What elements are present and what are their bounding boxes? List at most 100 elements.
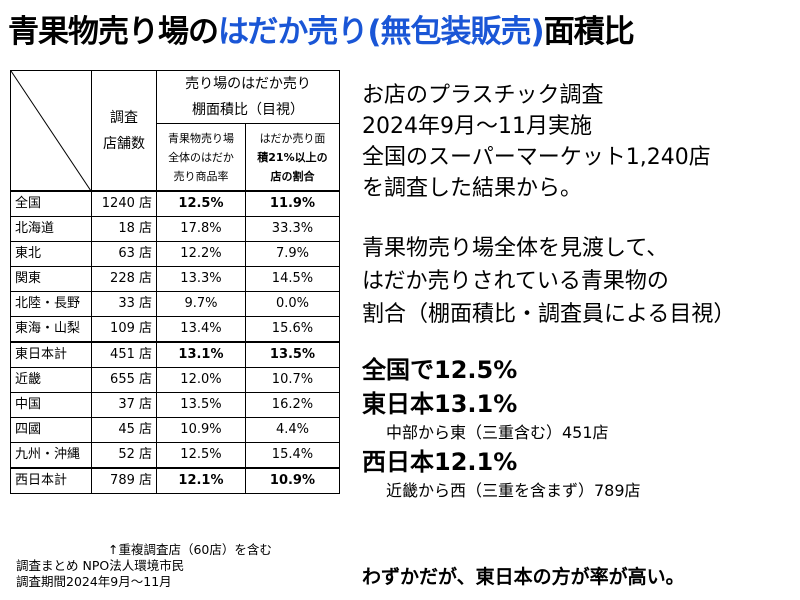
rate-cell: 12.5% bbox=[156, 190, 246, 217]
table-row: 東北 63 店 12.2% 7.9% bbox=[10, 241, 341, 267]
rate-cell: 9.7% bbox=[156, 291, 246, 317]
desc-line-3: 割合（棚面積比・調査員による目視） bbox=[362, 302, 736, 327]
table-subheader-row: 青果物売り場 全体のはだか 売り商品率 はだか売り面 積21%以上の 店の割合 bbox=[11, 123, 341, 192]
store-count-cell: 789 店 bbox=[91, 467, 157, 494]
west-japan-note: 近畿から西（三重を含まず）789店 bbox=[386, 481, 641, 500]
region-cell: 東海・山梨 bbox=[10, 316, 92, 343]
table-row: 東日本計 451 店 13.1% 13.5% bbox=[10, 341, 341, 368]
region-cell: 北陸・長野 bbox=[10, 291, 92, 317]
store-count-cell: 52 店 bbox=[91, 442, 157, 469]
table-row: 近畿 655 店 12.0% 10.7% bbox=[10, 367, 341, 393]
store-count-header: 調査 店舗数 bbox=[91, 70, 157, 192]
intro-line-4: を調査した結果から。 bbox=[362, 176, 583, 201]
rate-cell: 10.9% bbox=[156, 417, 246, 443]
share-column-header: はだか売り面 積21%以上の 店の割合 bbox=[244, 123, 341, 192]
intro-line-2: 2024年9月〜11月実施 bbox=[362, 114, 592, 139]
rate-cell: 12.0% bbox=[156, 367, 246, 393]
region-cell: 関東 bbox=[10, 266, 92, 292]
table-row: 西日本計 789 店 12.1% 10.9% bbox=[10, 467, 341, 494]
east-japan-result: 東日本13.1% bbox=[362, 390, 518, 418]
east-japan-note: 中部から東（三重含む）451店 bbox=[386, 423, 609, 442]
share-cell: 0.0% bbox=[244, 291, 341, 317]
share-cell: 11.9% bbox=[244, 190, 341, 217]
area-ratio-header: 売り場のはだか売り 棚面積比（目視） bbox=[156, 70, 340, 124]
share-header-line1: はだか売り面 bbox=[259, 131, 326, 145]
title-part-3: 面積比 bbox=[543, 14, 635, 50]
table-row: 中国 37 店 13.5% 16.2% bbox=[10, 392, 341, 418]
table-row: 九州・沖縄 52 店 12.5% 15.4% bbox=[10, 442, 341, 469]
rate-cell: 12.5% bbox=[156, 442, 246, 469]
store-count-cell: 63 店 bbox=[91, 241, 157, 267]
share-cell: 15.4% bbox=[244, 442, 341, 469]
region-cell: 東日本計 bbox=[10, 341, 92, 368]
table-notes: ↑重複調査店（60店）を含む 調査まとめ NPO法人環境市民 調査期間2024年… bbox=[16, 542, 272, 590]
period-note: 調査期間2024年9月〜11月 bbox=[16, 574, 172, 589]
organization-note: 調査まとめ NPO法人環境市民 bbox=[16, 558, 185, 573]
nationwide-result: 全国で12.5% bbox=[362, 356, 518, 384]
share-cell: 4.4% bbox=[244, 417, 341, 443]
duplicate-store-note: ↑重複調査店（60店）を含む bbox=[108, 542, 272, 557]
title-part-highlight: はだか売り(無包装販売) bbox=[218, 14, 545, 50]
rate-header-line1: 青果物売り場 bbox=[167, 131, 234, 145]
store-count-cell: 451 店 bbox=[91, 341, 157, 368]
share-cell: 7.9% bbox=[244, 241, 341, 267]
store-count-cell: 655 店 bbox=[91, 367, 157, 393]
survey-summary: 青果物売り場全体を見渡して、 はだか売りされている青果物の 割合（棚面積比・調査… bbox=[362, 232, 735, 503]
share-cell: 33.3% bbox=[244, 216, 341, 242]
share-header-line3: 店の割合 bbox=[270, 169, 315, 183]
table-header-row: 調査 店舗数 売り場のはだか売り 棚面積比（目視） bbox=[10, 70, 340, 192]
rate-header-line3: 売り商品率 bbox=[173, 169, 229, 183]
share-cell: 14.5% bbox=[244, 266, 341, 292]
desc-line-2: はだか売りされている青果物の bbox=[362, 269, 669, 294]
store-count-cell: 18 店 bbox=[91, 216, 157, 242]
store-count-cell: 33 店 bbox=[91, 291, 157, 317]
store-count-header-line2: 店舗数 bbox=[103, 135, 145, 152]
store-count-cell: 1240 店 bbox=[91, 190, 157, 217]
region-cell: 全国 bbox=[10, 190, 92, 217]
intro-line-1: お店のプラスチック調査 bbox=[362, 83, 604, 108]
desc-line-1: 青果物売り場全体を見渡して、 bbox=[362, 236, 669, 261]
diagonal-line bbox=[11, 71, 91, 191]
share-cell: 10.7% bbox=[244, 367, 341, 393]
store-count-cell: 45 店 bbox=[91, 417, 157, 443]
table-row: 関東 228 店 13.3% 14.5% bbox=[10, 266, 341, 292]
rate-cell: 13.1% bbox=[156, 341, 246, 368]
store-count-cell: 109 店 bbox=[91, 316, 157, 343]
page-title: 青果物売り場のはだか売り(無包装販売)面積比 bbox=[8, 10, 798, 54]
share-cell: 10.9% bbox=[244, 467, 341, 494]
table-row: 北陸・長野 33 店 9.7% 0.0% bbox=[10, 291, 341, 317]
store-count-cell: 228 店 bbox=[91, 266, 157, 292]
table-row: 四國 45 店 10.9% 4.4% bbox=[10, 417, 341, 443]
diagonal-header-cell bbox=[10, 70, 92, 192]
share-cell: 16.2% bbox=[244, 392, 341, 418]
region-cell: 中国 bbox=[10, 392, 92, 418]
region-cell: 近畿 bbox=[10, 367, 92, 393]
share-cell: 13.5% bbox=[244, 341, 341, 368]
intro-line-3: 全国のスーパーマーケット1,240店 bbox=[362, 145, 711, 170]
survey-table: 調査 店舗数 売り場のはだか売り 棚面積比（目視） 青果物売り場 全体のはだか … bbox=[10, 70, 341, 494]
rate-cell: 17.8% bbox=[156, 216, 246, 242]
share-header-line2: 積21%以上の bbox=[257, 150, 328, 164]
rate-column-header: 青果物売り場 全体のはだか 売り商品率 bbox=[156, 123, 246, 192]
rate-cell: 13.3% bbox=[156, 266, 246, 292]
region-cell: 九州・沖縄 bbox=[10, 442, 92, 469]
rate-header-line2: 全体のはだか bbox=[168, 150, 234, 164]
region-cell: 四國 bbox=[10, 417, 92, 443]
rate-cell: 12.2% bbox=[156, 241, 246, 267]
rate-cell: 13.5% bbox=[156, 392, 246, 418]
region-cell: 北海道 bbox=[10, 216, 92, 242]
survey-intro: お店のプラスチック調査 2024年9月〜11月実施 全国のスーパーマーケット1,… bbox=[362, 80, 711, 204]
table-row: 東海・山梨 109 店 13.4% 15.6% bbox=[10, 316, 341, 343]
title-part-1: 青果物売り場の bbox=[8, 14, 219, 50]
west-japan-result: 西日本12.1% bbox=[362, 448, 518, 476]
table-row: 全国 1240 店 12.5% 11.9% bbox=[10, 190, 341, 217]
store-count-cell: 37 店 bbox=[91, 392, 157, 418]
rate-cell: 13.4% bbox=[156, 316, 246, 343]
rate-cell: 12.1% bbox=[156, 467, 246, 494]
area-ratio-header-line2: 棚面積比（目視） bbox=[192, 102, 304, 118]
conclusion: わずかだが、東日本の方が率が高い。 bbox=[362, 566, 685, 588]
area-ratio-header-line1: 売り場のはだか売り bbox=[185, 76, 311, 92]
store-count-header-line1: 調査 bbox=[110, 109, 138, 126]
table-row: 北海道 18 店 17.8% 33.3% bbox=[10, 216, 341, 242]
share-cell: 15.6% bbox=[244, 316, 341, 343]
